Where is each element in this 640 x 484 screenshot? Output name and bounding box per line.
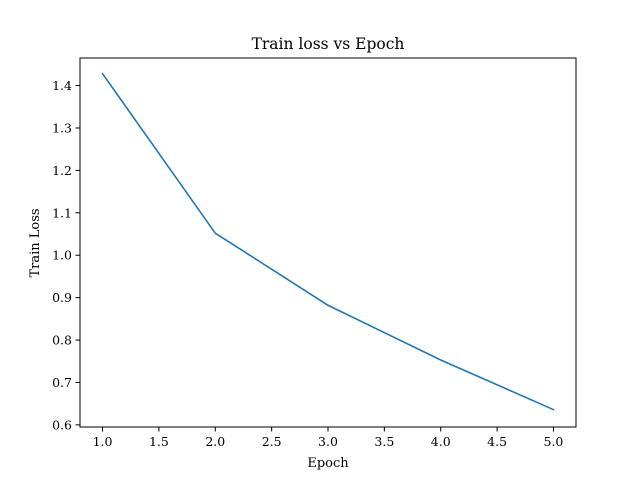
y-tick-label: 0.8 bbox=[52, 333, 72, 348]
y-tick-label: 0.7 bbox=[52, 375, 72, 390]
x-tick-label: 1.5 bbox=[149, 434, 169, 449]
y-tick-label: 0.6 bbox=[52, 417, 72, 432]
chart-title: Train loss vs Epoch bbox=[252, 35, 405, 53]
x-tick-label: 4.0 bbox=[431, 434, 451, 449]
y-axis: 0.6 0.7 0.8 0.9 1.0 1.1 1.2 1.3 1.4 bbox=[52, 78, 80, 432]
y-tick-label: 1.1 bbox=[52, 205, 72, 220]
y-tick-label: 0.9 bbox=[52, 290, 72, 305]
x-tick-label: 1.0 bbox=[93, 434, 113, 449]
x-tick-label: 2.0 bbox=[205, 434, 225, 449]
y-tick-label: 1.0 bbox=[52, 248, 72, 263]
y-tick-label: 1.4 bbox=[52, 78, 72, 93]
y-tick-label: 1.3 bbox=[52, 120, 72, 135]
series-line-1 bbox=[101, 72, 555, 411]
plot-area bbox=[79, 57, 577, 428]
plot-frame bbox=[79, 57, 577, 428]
x-axis-label: Epoch bbox=[307, 456, 349, 471]
x-tick-label: 3.0 bbox=[318, 434, 338, 449]
x-axis: 1.0 1.5 2.0 2.5 3.0 3.5 4.0 4.5 5.0 bbox=[93, 427, 564, 449]
x-tick-label: 4.5 bbox=[487, 434, 507, 449]
x-tick-label: 3.5 bbox=[374, 434, 394, 449]
x-tick-label: 5.0 bbox=[544, 434, 564, 449]
x-tick-label: 2.5 bbox=[262, 434, 282, 449]
y-axis-label: Train Loss bbox=[28, 208, 43, 277]
y-tick-label: 1.2 bbox=[52, 163, 72, 178]
